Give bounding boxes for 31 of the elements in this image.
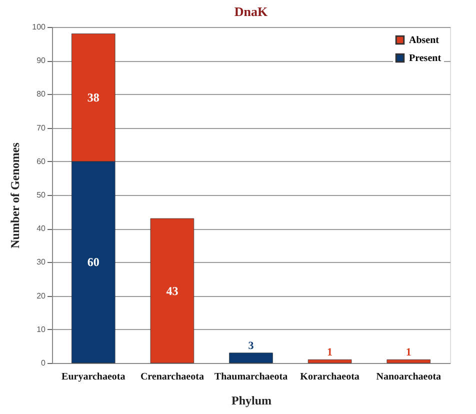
data-label: 38: [87, 90, 100, 105]
x-tick-label: Euryarchaeota: [62, 372, 126, 382]
y-tick-label: 90: [36, 56, 46, 66]
data-label: 1: [327, 346, 333, 359]
y-tick-label: 80: [36, 90, 46, 99]
y-tick-label: 100: [32, 22, 46, 32]
bar: [308, 359, 352, 364]
x-tick-label: Korarchaeota: [300, 372, 360, 382]
data-label: 1: [406, 346, 412, 359]
y-tick-label: 60: [36, 156, 46, 166]
y-tick-label: 20: [36, 291, 46, 300]
bar: [386, 359, 430, 364]
bar: [229, 352, 273, 364]
bar: [150, 218, 194, 364]
y-tick-label: 30: [36, 258, 46, 267]
data-label: 60: [87, 255, 100, 270]
legend-label: Absent: [409, 35, 440, 46]
x-tick-label: Crenarchaeota: [140, 372, 204, 382]
y-tick-label: 10: [36, 324, 46, 334]
data-label: 3: [248, 340, 254, 352]
y-axis-title: Number of Genomes: [8, 142, 22, 248]
x-axis-title: Phylum: [231, 394, 272, 408]
legend-label: Present: [409, 53, 442, 64]
chart-title: DnaK: [234, 4, 268, 19]
y-tick-label: 40: [36, 224, 46, 234]
y-tick-label: 0: [41, 358, 46, 368]
x-tick-label: Nanoarchaeota: [376, 372, 442, 382]
x-tick-label: Thaumarchaeota: [214, 372, 288, 382]
data-label: 43: [166, 284, 178, 298]
y-tick-label: 50: [36, 190, 46, 200]
y-tick-label: 70: [36, 123, 46, 132]
